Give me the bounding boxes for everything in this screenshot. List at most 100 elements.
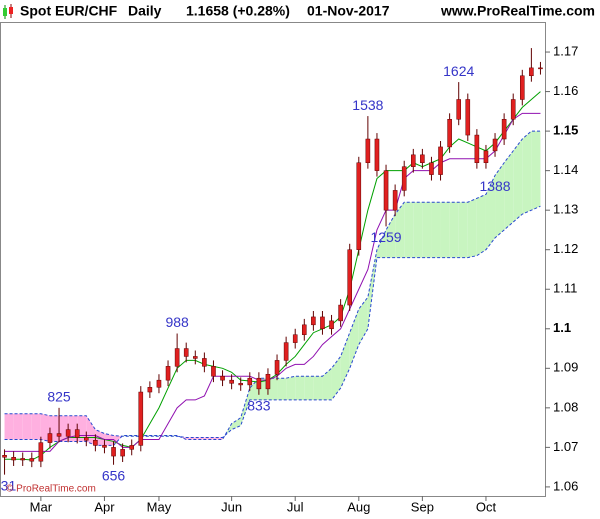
cloud-fill [367, 249, 377, 329]
cloud-fill [495, 162, 505, 238]
cloud-fill [404, 202, 414, 258]
price-annotation: 833 [247, 397, 271, 413]
candle-body [292, 334, 298, 343]
candle-body [174, 348, 180, 367]
plot-area: 631 825 656 988 833 1538 1259 1624 1388 [0, 48, 543, 493]
cloud-fill [277, 378, 287, 400]
candle-body [111, 447, 116, 457]
price-annotation: 656 [102, 467, 126, 483]
candle-body [474, 134, 480, 163]
plot-frame [0, 22, 546, 497]
candle-body [311, 316, 316, 326]
candle-body [238, 383, 244, 386]
cloud-fill [513, 139, 523, 223]
cloud-fill [422, 202, 432, 258]
candle-body [2, 455, 7, 458]
candle-body [410, 154, 416, 167]
candle-body [183, 348, 189, 357]
x-tick-label: Apr [94, 499, 115, 514]
candle-body [83, 437, 89, 441]
cloud-fill [376, 229, 387, 258]
x-tick-label: Oct [476, 499, 497, 514]
indicator-line [4, 112, 541, 452]
cloud-fill [504, 150, 514, 230]
candle-body [301, 324, 307, 335]
price-annotation: 1538 [352, 97, 383, 113]
candle-body [274, 360, 280, 375]
y-tick-label: 1.07 [553, 439, 578, 454]
y-tick-label: 1.17 [553, 43, 578, 58]
cloud-fill [340, 332, 350, 389]
cloud-fill [13, 413, 23, 440]
candle-body [320, 316, 325, 330]
candle-body [120, 449, 125, 457]
y-tick-label: 1.13 [553, 202, 578, 217]
cloud-fill [458, 202, 468, 258]
x-tick-label: Aug [347, 499, 370, 514]
candle-body [365, 138, 371, 163]
y-tick-label: 1.09 [553, 360, 578, 375]
candle-body [329, 320, 334, 330]
cloud-fill [322, 368, 332, 400]
y-tick-label: 1.16 [553, 83, 578, 98]
cloud-fill [413, 202, 423, 258]
candle-body [229, 379, 234, 384]
candle-body [74, 429, 80, 438]
cloud-fill [4, 413, 14, 440]
x-tick-label: May [147, 499, 172, 514]
candle-body [538, 67, 543, 70]
candle-body [510, 99, 516, 120]
cloud-fill [22, 413, 32, 440]
cloud-fill [358, 297, 368, 345]
candle-body [211, 366, 216, 377]
y-tick-label: 1.15 [553, 123, 578, 138]
cloud-fill [522, 131, 532, 215]
cloud-fill [231, 417, 241, 430]
symbol: Spot EUR/CHF [20, 3, 118, 19]
candle-body [374, 138, 380, 171]
candle-body [420, 154, 425, 163]
cloud-fill [286, 376, 296, 400]
candle-body [102, 445, 107, 448]
cloud-fill [395, 202, 405, 258]
candle-body [347, 249, 353, 306]
cloud-fill [295, 376, 305, 400]
cloud-fill [240, 388, 250, 426]
y-tick-label: 1.08 [553, 399, 578, 414]
x-tick-label: Mar [30, 499, 53, 514]
candle-body [93, 440, 98, 446]
price-annotation: 1259 [370, 229, 401, 245]
candle-body [20, 458, 26, 461]
cloud-fill [331, 356, 341, 400]
price-annotation: 631 [0, 477, 16, 493]
y-tick-label: 1.06 [553, 478, 578, 493]
candle-body [56, 433, 62, 437]
price-annotation: 988 [165, 314, 189, 330]
cloud-fill [440, 202, 450, 258]
y-tick-label: 1.11 [553, 281, 577, 296]
cloud-fill [313, 376, 323, 400]
cloud-fill [449, 202, 459, 258]
y-tick-label: 1.14 [553, 162, 578, 177]
candle-body [192, 356, 198, 359]
date: 01-Nov-2017 [307, 3, 390, 19]
price-annotation: 1624 [443, 63, 474, 79]
candle-body [283, 342, 289, 361]
candle-body [501, 119, 507, 140]
candle-body [492, 138, 498, 152]
candle-body [529, 67, 534, 77]
cloud-fill [349, 309, 359, 369]
candle-body [456, 99, 462, 120]
candle-body [338, 304, 343, 322]
candle-body [147, 387, 153, 393]
y-tick-label: 1.12 [553, 241, 578, 256]
timeframe: Daily [128, 3, 162, 19]
source: www.ProRealTime.com [440, 3, 595, 19]
candle-body [220, 375, 225, 381]
cloud-fill [304, 376, 314, 400]
candle-body [11, 457, 16, 461]
x-tick-label: Jul [287, 499, 304, 514]
candle-body [465, 99, 471, 136]
cloud-fill [531, 131, 541, 211]
candle-body [429, 162, 434, 175]
